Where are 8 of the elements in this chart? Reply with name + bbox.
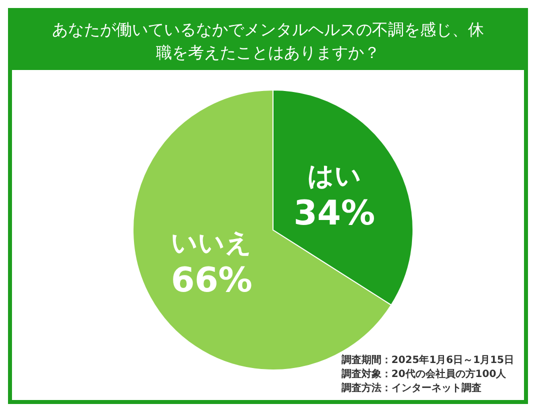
data-label: 66% bbox=[170, 260, 252, 301]
text: 調査方法：インターネット調査 bbox=[341, 382, 482, 396]
text: 調査期間：2025年1月6日～1月15日 bbox=[341, 354, 514, 368]
slice-label: はい bbox=[307, 161, 362, 192]
text: 調査対象：20代の会社員の方100人 bbox=[341, 368, 508, 382]
chart-title: あなたが働いているなかでメンタルヘルスの不調を感じ、休職を考えたことはありますか？ bbox=[51, 19, 485, 64]
data-label: 34% bbox=[294, 193, 376, 234]
slice-label: いいえ bbox=[171, 228, 252, 259]
